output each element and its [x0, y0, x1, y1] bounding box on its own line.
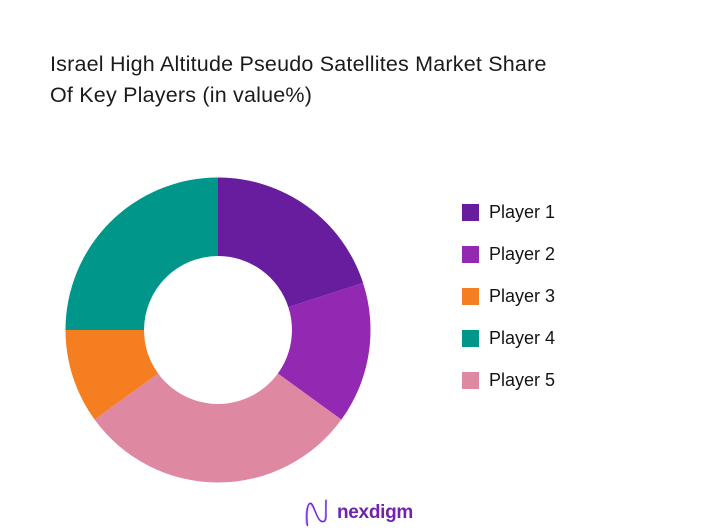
donut-chart — [65, 177, 371, 483]
chart-title: Israel High Altitude Pseudo Satellites M… — [50, 49, 690, 111]
legend-swatch-player-5 — [462, 372, 479, 389]
legend-item-player-4: Player 4 — [462, 328, 556, 348]
donut-chart-svg — [65, 177, 371, 483]
legend-label-player-1: Player 1 — [489, 202, 556, 222]
legend-label-player-5: Player 5 — [489, 370, 556, 390]
donut-segment-player-3 — [65, 330, 159, 420]
chart-legend: Player 1 Player 2 Player 3 Player 4 Play… — [462, 202, 556, 414]
nexdigm-logo-icon — [305, 499, 328, 527]
brand-logo: nexdigm — [0, 498, 717, 527]
donut-segment-player-1 — [218, 177, 364, 308]
chart-title-line-1: Israel High Altitude Pseudo Satellites M… — [50, 52, 547, 76]
legend-item-player-3: Player 3 — [462, 286, 556, 306]
chart-title-line-2: Of Key Players (in value%) — [50, 83, 313, 107]
legend-item-player-5: Player 5 — [462, 370, 556, 390]
legend-swatch-player-4 — [462, 330, 479, 347]
donut-segment-player-4 — [65, 177, 218, 330]
donut-segment-player-5 — [94, 373, 342, 483]
donut-segment-player-2 — [277, 282, 371, 420]
legend-item-player-1: Player 1 — [462, 202, 556, 222]
legend-swatch-player-3 — [462, 288, 479, 305]
legend-item-player-2: Player 2 — [462, 244, 556, 264]
legend-swatch-player-1 — [462, 204, 479, 221]
legend-label-player-2: Player 2 — [489, 244, 556, 264]
legend-label-player-3: Player 3 — [489, 286, 556, 306]
legend-label-player-4: Player 4 — [489, 328, 556, 348]
legend-swatch-player-2 — [462, 246, 479, 263]
brand-name: nexdigm — [336, 501, 414, 523]
